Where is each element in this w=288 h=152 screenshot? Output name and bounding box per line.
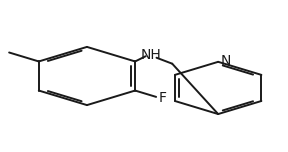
Text: NH: NH (141, 48, 161, 62)
Text: F: F (158, 91, 166, 105)
Text: N: N (221, 54, 231, 68)
